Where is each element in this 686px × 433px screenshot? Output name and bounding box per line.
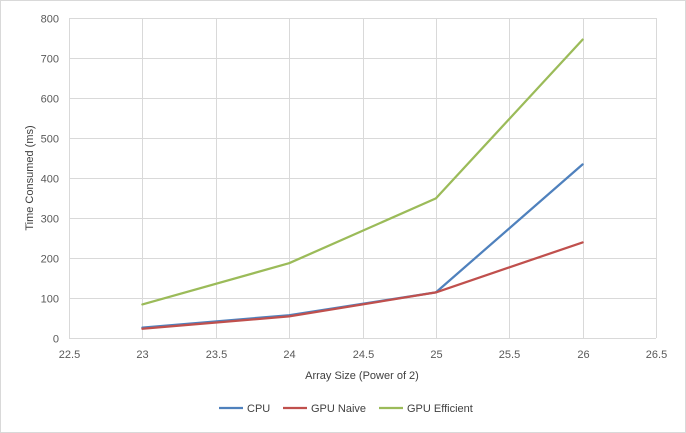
x-axis-title: Array Size (Power of 2) — [305, 370, 419, 382]
legend-label: CPU — [247, 403, 270, 415]
y-tick-label: 800 — [41, 14, 59, 26]
x-tick-label: 24.5 — [353, 349, 374, 361]
x-tick-label: 25 — [430, 349, 442, 361]
y-tick-label: 200 — [41, 254, 59, 266]
y-tick-label: 300 — [41, 214, 59, 226]
series-line-gpu-efficient — [141, 38, 584, 306]
x-tick-label: 26 — [577, 349, 589, 361]
x-tick-label: 23.5 — [206, 349, 227, 361]
y-axis-title: Time Consumed (ms) — [24, 125, 36, 230]
series-line-gpu-naive — [141, 241, 584, 330]
tick-labels: 22.5 23 23.5 24 24.5 25 25.5 26 26.5 0 100 200 300 40… — [41, 14, 668, 362]
x-tick-label: 23 — [136, 349, 148, 361]
y-tick-label: 400 — [41, 174, 59, 186]
y-tick-label: 0 — [53, 334, 59, 346]
series-lines — [141, 38, 584, 330]
y-tick-label: 700 — [41, 54, 59, 66]
x-tick-label: 22.5 — [59, 349, 80, 361]
legend: CPU GPU Naive GPU Efficient — [219, 403, 473, 415]
x-tick-label: 24 — [283, 349, 295, 361]
y-tick-label: 100 — [41, 294, 59, 306]
y-tick-label: 500 — [41, 134, 59, 146]
x-tick-label: 26.5 — [646, 349, 667, 361]
legend-label: GPU Efficient — [407, 403, 473, 415]
legend-label: GPU Naive — [311, 403, 366, 415]
y-tick-label: 600 — [41, 94, 59, 106]
x-tick-label: 25.5 — [499, 349, 520, 361]
